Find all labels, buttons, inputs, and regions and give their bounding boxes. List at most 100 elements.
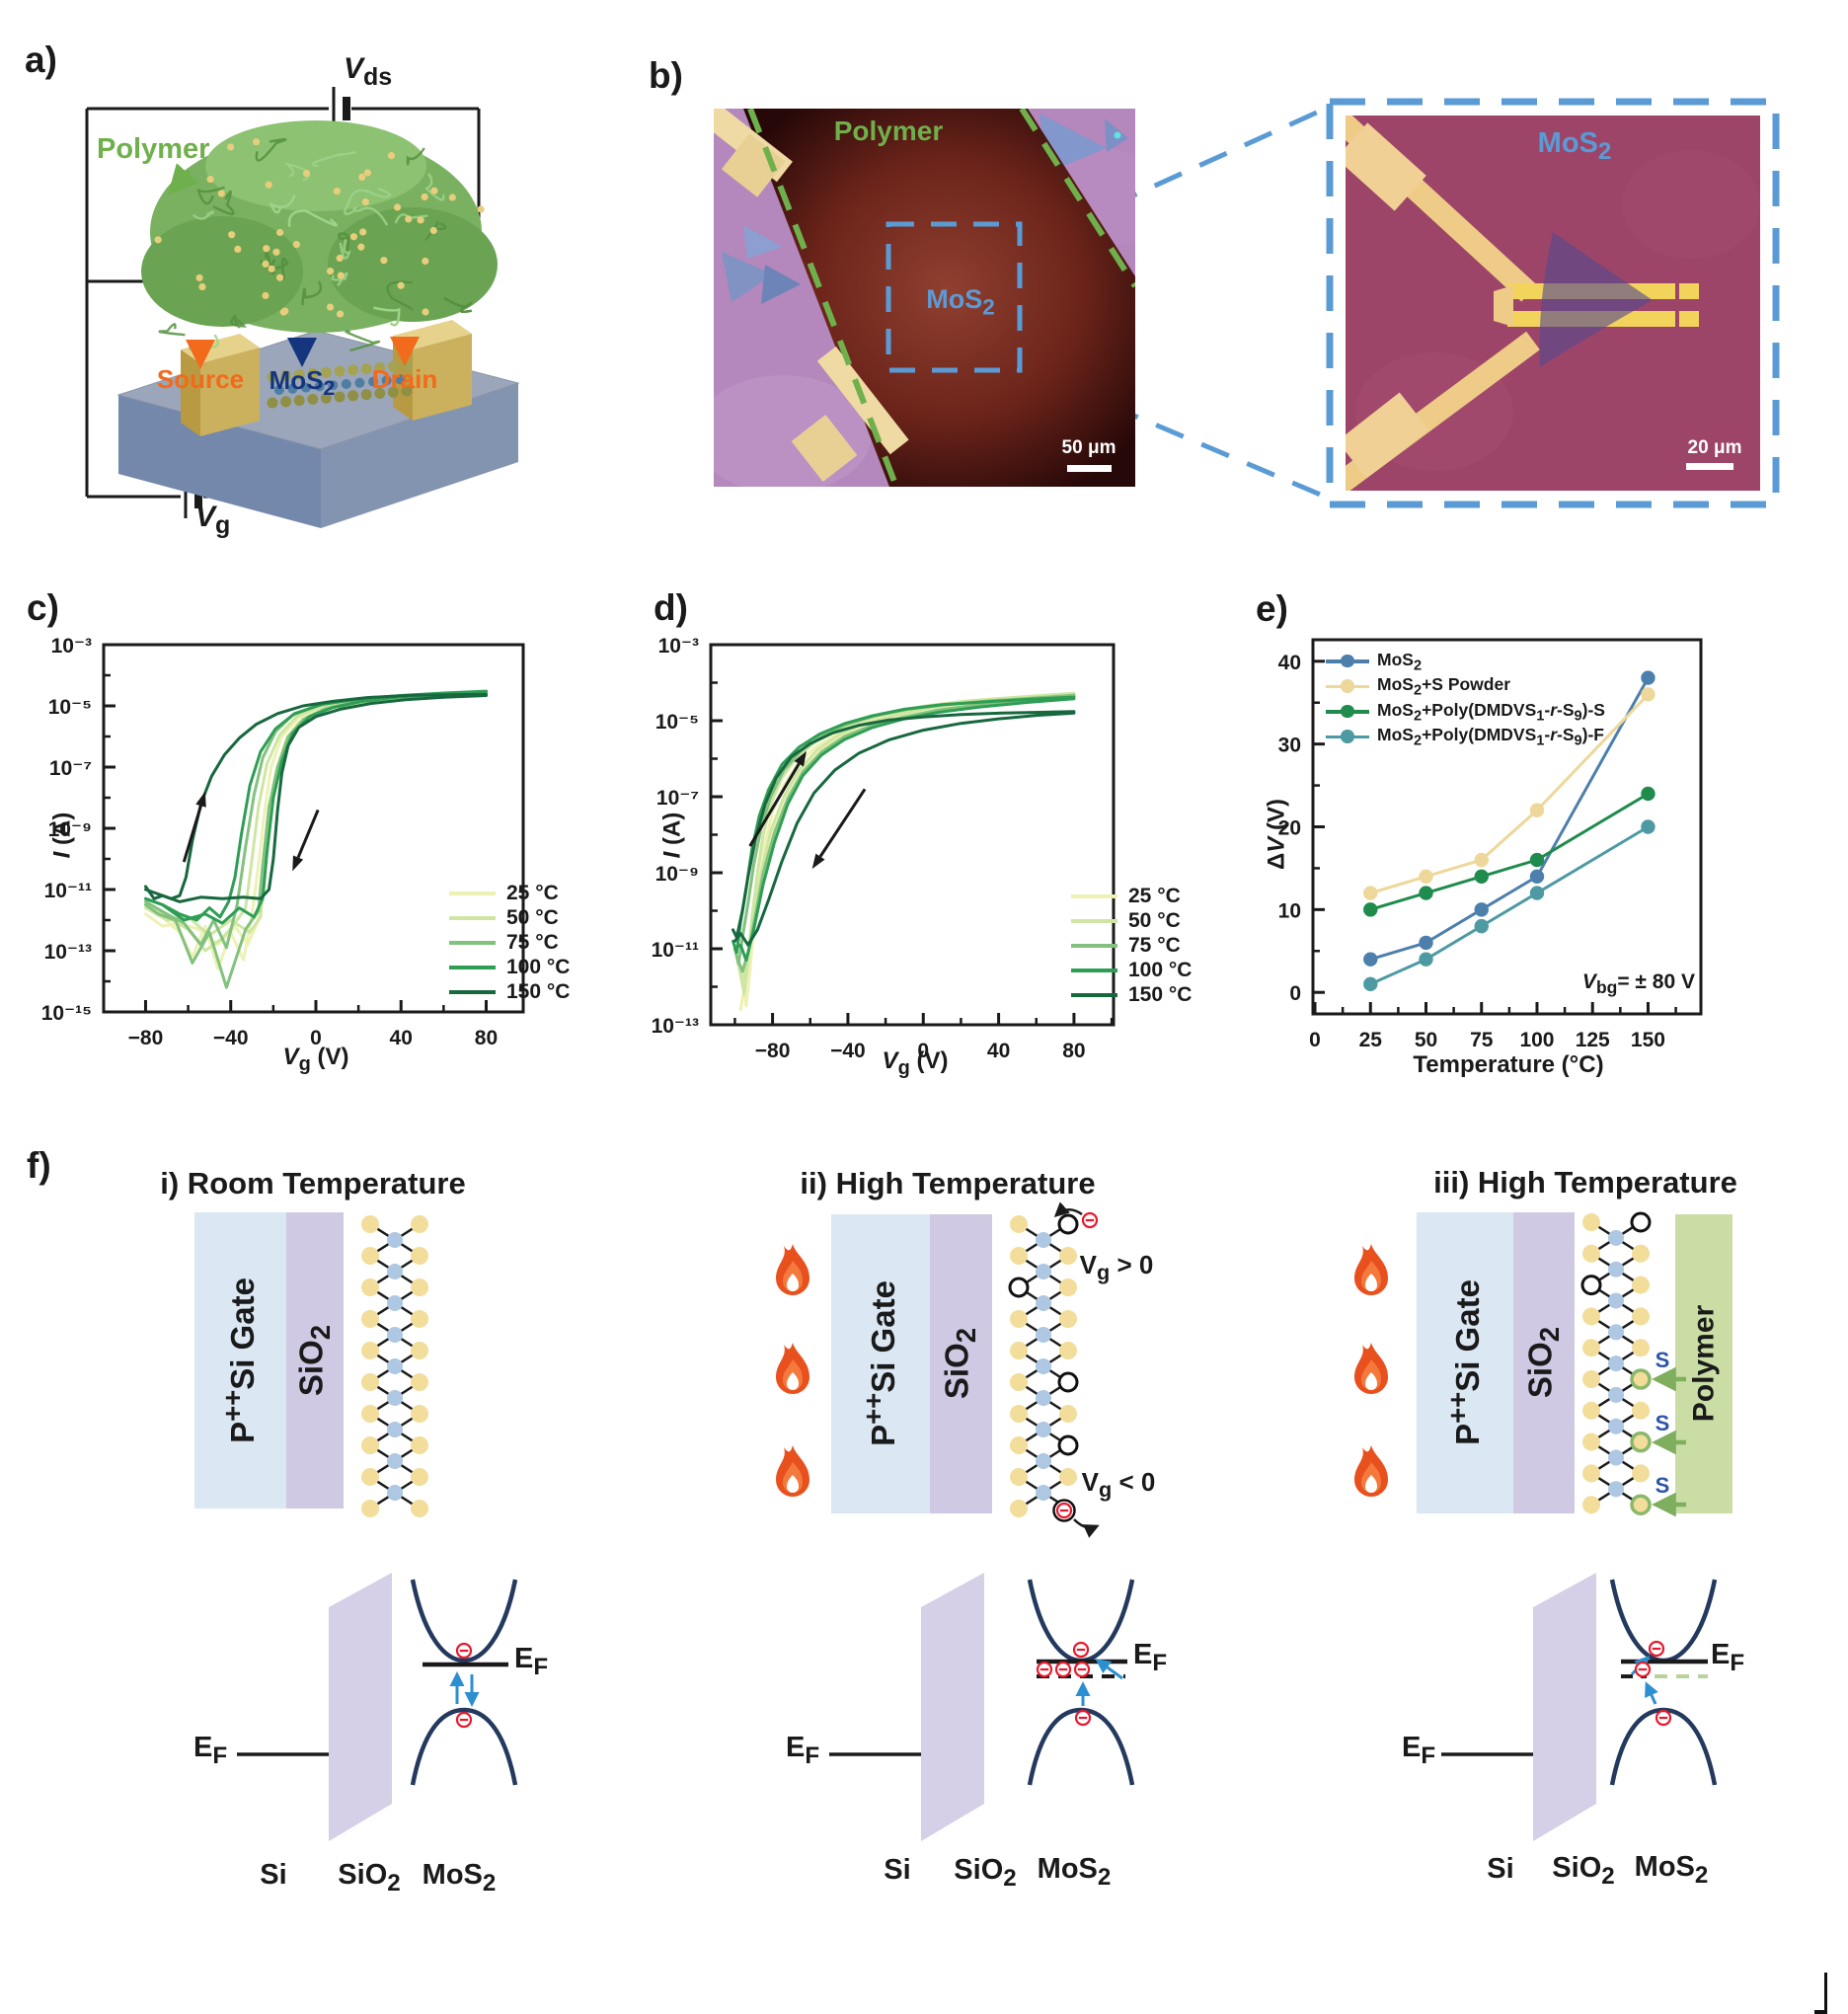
- e-legend: MoS2 MoS2+S Powder MoS2+Poly(DMDVS1-r-S9…: [1326, 649, 1605, 749]
- sio2-layer-i: [286, 1212, 344, 1509]
- legend-item: 150 °C: [1071, 982, 1192, 1007]
- mos2-lattice-iii: [1580, 1211, 1652, 1515]
- sulfur-label: S: [1655, 1348, 1670, 1372]
- panel-label-b: b): [649, 55, 683, 96]
- legend-item: 50 °C: [1071, 908, 1192, 933]
- svg-text:40: 40: [390, 1027, 413, 1049]
- vg-negative-label: Vg < 0: [1081, 1467, 1156, 1503]
- mos2-label-b-right: MoS2: [1537, 127, 1612, 165]
- polymer-network: [141, 120, 498, 352]
- mos2-lattice-ii: [1008, 1213, 1079, 1517]
- svg-text:80: 80: [1062, 1040, 1085, 1062]
- d-y-axis-title: I (A): [658, 812, 686, 859]
- panel-label-a: a): [25, 39, 57, 80]
- source-label: Source: [156, 364, 245, 394]
- escaping-electron-bottom: [1052, 1499, 1076, 1522]
- sio2-label-i: SiO2: [292, 1324, 336, 1397]
- sulfur-label: S: [1655, 1473, 1670, 1498]
- legend-item: 100 °C: [1071, 958, 1192, 982]
- polymer-arrow: [167, 163, 199, 195]
- flame-icon: [776, 1445, 809, 1497]
- panel-label-f: f): [27, 1145, 51, 1186]
- svg-text:0: 0: [1289, 982, 1301, 1005]
- flame-icon: [1354, 1244, 1388, 1295]
- polymer-edge-dashed-left: [747, 109, 899, 487]
- legend-item: 25 °C: [449, 881, 570, 905]
- polymer-label-a: Polymer: [97, 133, 210, 165]
- svg-text:150: 150: [1631, 1029, 1665, 1051]
- svg-text:10⁻⁵: 10⁻⁵: [48, 696, 92, 719]
- svg-text:10⁻¹¹: 10⁻¹¹: [652, 939, 699, 962]
- svg-text:10: 10: [1278, 899, 1301, 922]
- hysteresis-vs-temperature-chart: 0 25 50 75 100 125 150 0 10 20 30 40: [1278, 638, 1703, 1051]
- svg-text:−40: −40: [830, 1040, 866, 1062]
- f-title-i: i) Room Temperature: [160, 1166, 466, 1201]
- legend-item: 75 °C: [449, 930, 570, 955]
- ef-label-mos2-iii: EF: [1711, 1639, 1745, 1676]
- si-label-iii: Si: [1487, 1853, 1514, 1885]
- crop-mark: [1824, 1973, 1827, 2014]
- c-y-axis-title: I (A): [48, 812, 76, 859]
- legend-item: 100 °C: [449, 955, 570, 979]
- ef-label-si-ii: EF: [786, 1732, 820, 1769]
- svg-text:−40: −40: [213, 1027, 249, 1049]
- polymer-layer-iii: [1675, 1214, 1732, 1513]
- legend-item: 75 °C: [1071, 933, 1192, 958]
- d-x-axis-title: Vg (V): [882, 1047, 949, 1079]
- optical-image-mos2-device: [1346, 116, 1760, 491]
- gate-label-iii: P++Si Gate: [1442, 1279, 1487, 1445]
- device-schematic: [85, 87, 520, 528]
- f-title-iii: iii) High Temperature: [1433, 1165, 1737, 1200]
- microscopy-panel: [714, 98, 1780, 508]
- drain-label: Drain: [371, 364, 438, 394]
- e-y-axis-title: ΔV (V): [1263, 799, 1290, 870]
- mos2-label-band-iii: MoS2: [1634, 1851, 1709, 1889]
- sio2-label-band-i: SiO2: [338, 1859, 401, 1897]
- si-label-ii: Si: [884, 1854, 911, 1886]
- legend-item: 50 °C: [449, 905, 570, 930]
- band-diagram-i: [237, 1573, 518, 1841]
- scalebar-label-50um: 50 μm: [1061, 437, 1116, 458]
- svg-text:10⁻⁵: 10⁻⁵: [655, 711, 699, 734]
- svg-text:0: 0: [1309, 1029, 1321, 1051]
- crop-mark: [1814, 2010, 1826, 2014]
- zoom-region-box: [886, 221, 1023, 373]
- svg-text:10⁻³: 10⁻³: [658, 635, 699, 658]
- e-annotation-vbg: Vbg= ± 80 V: [1581, 970, 1695, 998]
- sio2-label-band-ii: SiO2: [954, 1854, 1017, 1892]
- band-diagram-iii: [1441, 1573, 1718, 1841]
- legend-item: MoS2+S Powder: [1326, 674, 1605, 700]
- svg-text:10⁻³: 10⁻³: [51, 635, 92, 658]
- svg-text:10⁻¹⁵: 10⁻¹⁵: [41, 1002, 92, 1025]
- electron-symbols: [455, 1640, 1672, 1729]
- escaping-electron-top: [1081, 1211, 1099, 1229]
- polymer-label-b: Polymer: [833, 116, 944, 146]
- vg-label: Vg: [195, 501, 231, 539]
- gate-label-ii: P++Si Gate: [858, 1280, 902, 1446]
- panel-label-e: e): [1256, 588, 1288, 629]
- mos2-label-b-left: MoS2: [926, 284, 995, 320]
- sio2-layer-iii: [1513, 1212, 1575, 1513]
- mos2-flake-triangle: [1539, 232, 1653, 367]
- panel-label-d: d): [654, 587, 688, 628]
- ef-label-mos2-i: EF: [514, 1643, 549, 1680]
- legend-item: 25 °C: [1071, 884, 1192, 908]
- svg-text:75: 75: [1470, 1029, 1494, 1051]
- flame-icon: [776, 1343, 809, 1394]
- panel-label-c: c): [27, 587, 59, 628]
- sulfur-label: S: [1655, 1411, 1670, 1435]
- source-electrode: [181, 334, 260, 436]
- band-diagrams: [237, 1573, 1718, 1841]
- sio2-label-band-iii: SiO2: [1552, 1852, 1615, 1890]
- sio2-layer-ii: [930, 1214, 992, 1513]
- svg-text:−80: −80: [755, 1040, 791, 1062]
- f-title-ii: ii) High Temperature: [800, 1166, 1096, 1201]
- scalebar-label-20um: 20 μm: [1687, 437, 1742, 458]
- svg-text:40: 40: [1278, 652, 1301, 674]
- vds-label: Vds: [344, 52, 393, 91]
- polymer-label-iii: Polymer: [1687, 1304, 1721, 1423]
- electron-escape-arrow-bottom: [1073, 1518, 1100, 1538]
- c-x-axis-title: Vg (V): [282, 1044, 349, 1075]
- legend-item: 150 °C: [449, 979, 570, 1004]
- ef-label-mos2-ii: EF: [1133, 1639, 1168, 1676]
